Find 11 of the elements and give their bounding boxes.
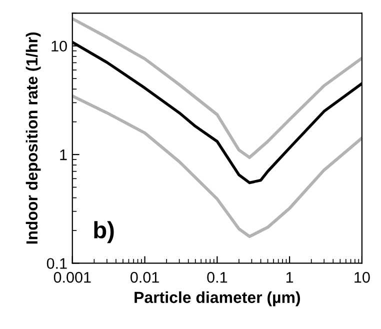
y-tick-label: 1 — [60, 150, 67, 160]
y-tick-label: 10 — [52, 40, 67, 52]
x-tick-label: 0.01 — [130, 272, 159, 283]
x-tick-label: 10 — [354, 272, 370, 283]
y-axis-title: Indoor deposition rate (1/hr) — [26, 32, 41, 244]
x-axis-title: Particle diameter (µm) — [134, 291, 300, 306]
x-tick-label: 0.1 — [207, 272, 228, 283]
x-tick-label: 0.001 — [54, 272, 91, 283]
y-tick-label: 0.1 — [46, 258, 67, 269]
annotation: b) — [94, 221, 114, 244]
x-tick-label: 1 — [286, 272, 294, 283]
